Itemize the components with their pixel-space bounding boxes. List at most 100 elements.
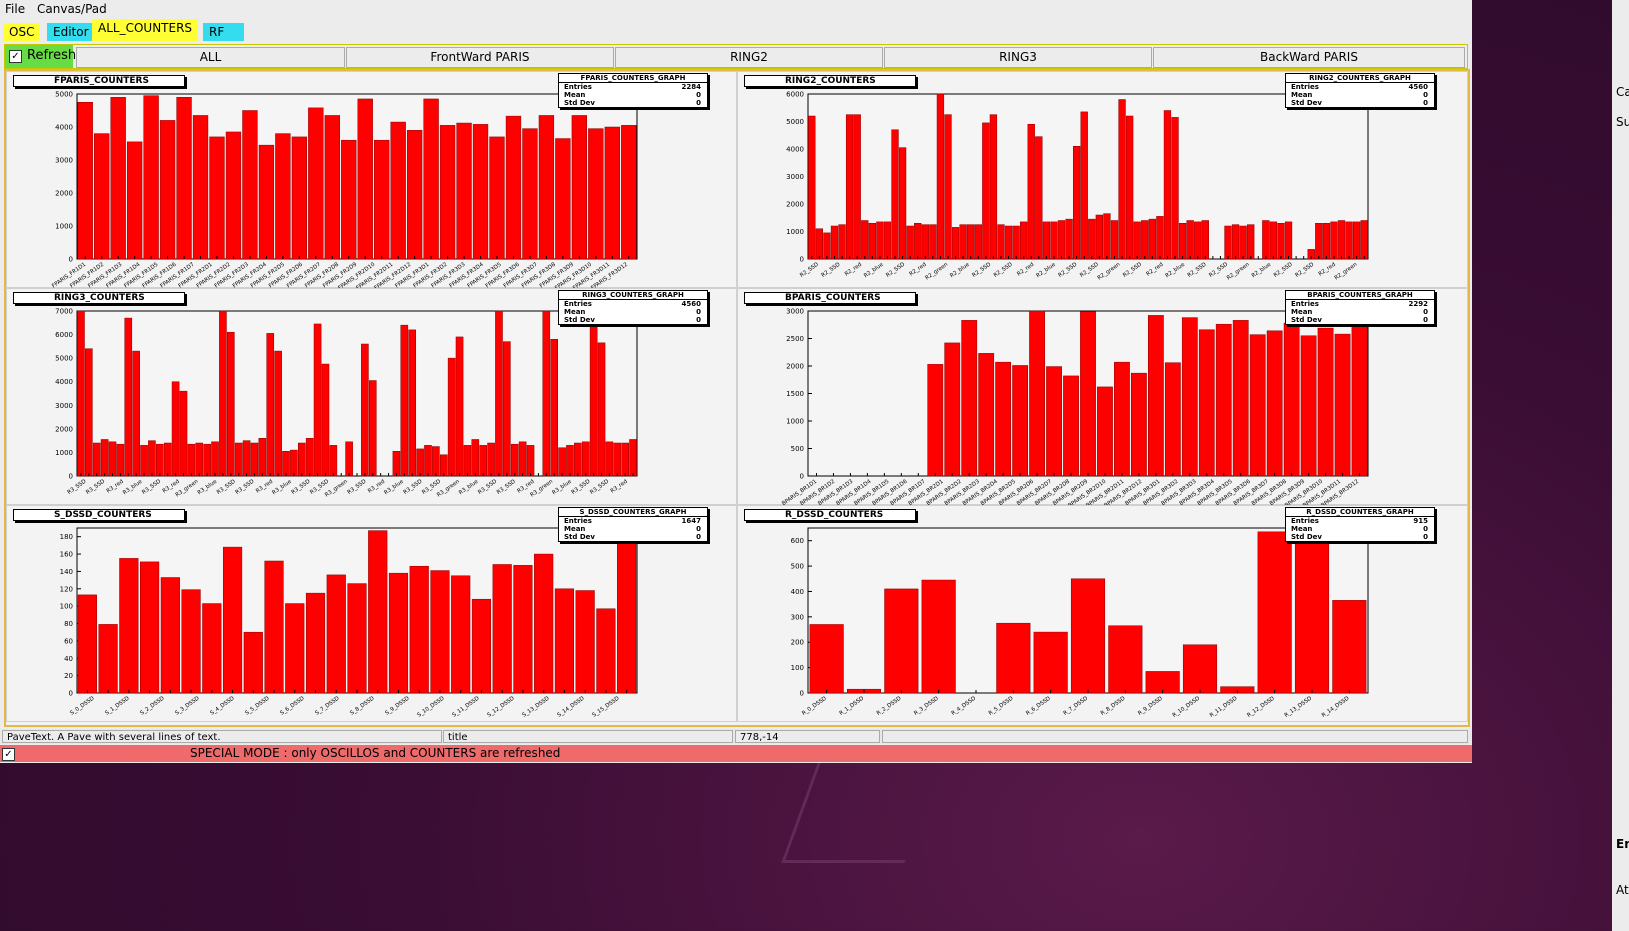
- bar: [1269, 221, 1278, 260]
- y-tick-label: 1000: [55, 223, 73, 231]
- bar: [989, 114, 998, 260]
- bar: [1035, 136, 1043, 260]
- pad-fparis-counters[interactable]: 0 1000 2000 3000 4000 5000 FPARIS_FR1D1 FPARIS_…: [6, 71, 737, 289]
- x-tick-label: R3_SSD: [235, 479, 256, 496]
- x-tick-label: R_6_DSSD: [1025, 696, 1052, 717]
- histogram-title[interactable]: R_DSSD_COUNTERS: [744, 509, 916, 521]
- bar: [1247, 224, 1255, 260]
- histogram-title[interactable]: RING2_COUNTERS: [744, 75, 916, 87]
- bar: [921, 224, 929, 260]
- x-tick-label: R3_blue: [458, 478, 480, 496]
- stats-box[interactable]: BPARIS_COUNTERS_GRAPH Entries 2292 Mean 0 Std…: [1285, 290, 1435, 325]
- special-mode-checkbox[interactable]: ✓: [2, 748, 15, 761]
- counters-canvas[interactable]: 0 1000 2000 3000 4000 5000 FPARIS_FR1D1 FPARIS_…: [4, 69, 1470, 727]
- x-tick-label: R2_red: [844, 262, 863, 278]
- histogram-title[interactable]: FPARIS_COUNTERS: [13, 75, 185, 87]
- pad-bparis-counters[interactable]: 0 500 1000 1500 2000 2500 3000 BPARIS_BR1D1 BPAR…: [737, 288, 1468, 506]
- x-tick-label: S_3_DSSD: [174, 696, 200, 717]
- bar: [430, 570, 450, 694]
- bar: [291, 136, 308, 260]
- menu-canvas-pad[interactable]: Canvas/Pad: [37, 2, 107, 16]
- refresh-toggle[interactable]: ✓ Refresh: [5, 45, 76, 68]
- x-tick-label: R3_SSD: [291, 479, 312, 496]
- bar: [1042, 221, 1051, 260]
- refresh-checkbox[interactable]: ✓: [9, 50, 22, 63]
- bar: [234, 442, 243, 477]
- x-tick-label: R_12_DSSD: [1246, 696, 1275, 719]
- bar: [321, 363, 330, 477]
- histogram-svg: 050010001500200025003000BPARIS_BR1D1BPAR…: [781, 308, 1369, 506]
- y-tick-label: 3000: [55, 157, 73, 165]
- bar: [77, 310, 85, 477]
- x-tick-label: R3_red: [610, 479, 629, 495]
- menu-file[interactable]: File: [5, 2, 26, 16]
- bar: [961, 320, 978, 477]
- stats-value: 2284: [681, 83, 701, 91]
- bar: [1294, 532, 1330, 694]
- bar: [495, 310, 503, 477]
- stats-title: BPARIS_COUNTERS_GRAPH: [1286, 291, 1434, 300]
- bar: [148, 440, 156, 477]
- stats-box[interactable]: FPARIS_COUNTERS_GRAPH Entries 2284 Mean 0 Std…: [558, 73, 708, 108]
- stats-box[interactable]: RING2_COUNTERS_GRAPH Entries 4560 Mean 0 Std …: [1285, 73, 1435, 108]
- x-tick-label: R2_SSD: [885, 262, 906, 279]
- bar: [347, 583, 367, 694]
- tab-rf[interactable]: RF: [203, 23, 245, 41]
- stats-box[interactable]: S_DSSD_COUNTERS_GRAPH Entries 1647 Mean 0 Std…: [558, 507, 708, 542]
- bar: [555, 138, 571, 260]
- side-panel-label-4: At: [1616, 883, 1629, 897]
- tab-editor[interactable]: Editor: [47, 23, 95, 41]
- bar: [815, 228, 824, 260]
- x-tick-label: R3_SSD: [477, 479, 498, 496]
- tab-osc[interactable]: OSC: [3, 23, 41, 41]
- bar: [554, 588, 574, 694]
- bar: [959, 224, 967, 260]
- tab-all-counters[interactable]: ALL_COUNTERS: [92, 19, 199, 41]
- all-button[interactable]: ALL: [76, 47, 345, 68]
- bar: [110, 97, 126, 260]
- stats-label: Mean: [1291, 525, 1313, 533]
- x-tick-label: R_9_DSSD: [1137, 696, 1164, 717]
- bar: [830, 225, 839, 260]
- bar: [92, 442, 101, 477]
- bar: [392, 451, 401, 477]
- frontward-paris-button[interactable]: FrontWard PARIS: [346, 47, 614, 68]
- bar: [621, 442, 629, 477]
- backward-paris-button[interactable]: BackWard PARIS: [1153, 47, 1465, 68]
- histogram-title[interactable]: S_DSSD_COUNTERS: [13, 509, 185, 521]
- x-tick-label: R3_SSD: [141, 479, 162, 496]
- y-tick-label: 2000: [55, 190, 73, 198]
- stats-row-stddev: Std Dev 0: [1291, 99, 1428, 107]
- stats-box[interactable]: R_DSSD_COUNTERS_GRAPH Entries 915 Mean 0 Std …: [1285, 507, 1435, 542]
- x-tick-label: R2_blue: [1251, 261, 1273, 279]
- y-tick-label: 3000: [786, 308, 804, 316]
- stats-label: Entries: [564, 300, 592, 308]
- y-tick-label: 0: [69, 473, 73, 481]
- bar: [1046, 366, 1062, 477]
- stats-row-entries: Entries 2284: [564, 83, 701, 91]
- histogram-title[interactable]: RING3_COUNTERS: [13, 292, 185, 304]
- ring2-button[interactable]: RING2: [615, 47, 883, 68]
- bar: [629, 439, 637, 477]
- bar: [914, 223, 922, 260]
- x-tick-label: S_0_DSSD: [69, 696, 95, 717]
- bar: [845, 114, 854, 260]
- pad-r-dssd-counters[interactable]: 0 100 200 300 400 500 600 R_0_DSSD R_1_DSSD R_2_D…: [737, 505, 1468, 722]
- bar: [479, 445, 487, 477]
- y-tick-label: 400: [791, 588, 804, 596]
- x-tick-label: R2_red: [1016, 262, 1035, 278]
- bar: [838, 224, 846, 260]
- x-tick-label: R3_blue: [551, 478, 573, 496]
- pad-ring3-counters[interactable]: 0 1000 2000 3000 4000 5000 6000 7000 R3_SSD R3_SS…: [6, 288, 737, 505]
- x-tick-label: R2_green: [1097, 261, 1122, 281]
- histogram-title[interactable]: BPARIS_COUNTERS: [744, 292, 916, 304]
- pad-ring2-counters[interactable]: 0 1000 2000 3000 4000 5000 6000 R2_SSD R2_SSD R2_…: [737, 71, 1468, 288]
- ring3-button[interactable]: RING3: [884, 47, 1152, 68]
- bar: [100, 439, 109, 477]
- pad-s-dssd-counters[interactable]: 0 20 40 60 80 100 120 140 160 180 S_0_DSSD S_1_DSSD…: [6, 505, 737, 722]
- stats-box[interactable]: RING3_COUNTERS_GRAPH Entries 4560 Mean 0 Std …: [558, 290, 708, 325]
- stats-label: Std Dev: [1291, 99, 1322, 107]
- x-tick-label: R_2_DSSD: [876, 696, 903, 717]
- bar: [243, 631, 263, 694]
- x-tick-label: R3_SSD: [67, 479, 88, 496]
